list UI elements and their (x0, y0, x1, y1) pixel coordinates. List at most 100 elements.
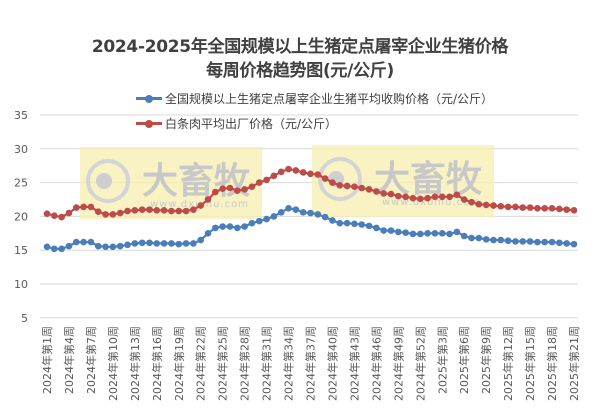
x-tick-label: 2024年第16周 (150, 326, 164, 401)
data-point (219, 223, 226, 230)
data-point (365, 222, 373, 230)
data-point (526, 204, 534, 211)
data-point (160, 240, 168, 247)
x-tick-label: 2024年第22周 (194, 326, 208, 401)
data-point (431, 193, 439, 201)
data-point (490, 202, 497, 209)
data-point (219, 185, 226, 192)
data-point (314, 211, 322, 218)
data-point (109, 211, 117, 218)
data-point (438, 193, 446, 201)
data-point (504, 237, 512, 245)
legend-marker-blue-icon (136, 94, 162, 103)
data-point (519, 238, 527, 245)
data-point (351, 220, 358, 228)
data-point (468, 198, 475, 206)
series-lines (43, 165, 578, 253)
data-point (563, 240, 570, 247)
data-point (336, 219, 344, 227)
data-point (204, 196, 212, 203)
y-tick-label: 15 (14, 244, 28, 257)
x-tick-label: 2025年第18周 (545, 326, 559, 401)
data-point (380, 227, 387, 234)
legend-item-carcass-price: 白条肉平均出厂价格（元/公斤） (136, 115, 337, 132)
data-point (497, 202, 505, 210)
x-tick-label: 2024年第25周 (216, 326, 230, 401)
data-point (534, 204, 541, 212)
data-point (299, 169, 307, 176)
data-point (58, 213, 65, 221)
data-point (270, 213, 278, 220)
data-point (460, 196, 468, 203)
data-point (307, 170, 314, 178)
data-point (336, 182, 344, 189)
data-point (373, 224, 380, 232)
data-point (138, 206, 146, 213)
data-point (482, 236, 490, 243)
data-point (570, 240, 578, 248)
data-point (424, 230, 431, 237)
data-point (299, 209, 307, 216)
data-point (292, 206, 300, 213)
data-point (321, 175, 329, 182)
data-point (409, 194, 417, 202)
data-point (102, 211, 109, 218)
data-point (226, 223, 234, 230)
legend-label: 全国规模以上生猪定点屠宰企业生猪平均收购价格（元/公斤） (165, 92, 494, 106)
data-point (146, 239, 153, 247)
data-point (116, 209, 124, 217)
data-point (534, 238, 541, 246)
data-point (570, 207, 578, 214)
data-point (138, 239, 146, 247)
x-tick-label: 2024年第37周 (304, 326, 318, 401)
x-tick-label: 2024年第31周 (260, 326, 274, 401)
data-point (43, 243, 51, 251)
data-point (168, 207, 175, 215)
data-point (416, 230, 424, 238)
data-point (248, 219, 256, 227)
data-point (80, 238, 87, 246)
data-point (131, 207, 139, 214)
x-tick-label: 2025年第6周 (457, 326, 471, 394)
data-point (556, 205, 563, 213)
data-point (402, 229, 409, 236)
data-point (497, 236, 505, 244)
data-point (116, 242, 124, 250)
x-tick-label: 2025年第3周 (435, 326, 449, 394)
data-point (438, 230, 446, 237)
data-point (190, 240, 197, 247)
chart-title-line2: 每周价格趋势图(元/公斤) (206, 61, 394, 81)
data-point (329, 179, 336, 186)
data-point (94, 208, 102, 215)
data-point (43, 210, 51, 217)
data-point (424, 194, 431, 202)
data-point (548, 238, 556, 246)
data-point (512, 203, 519, 211)
data-point (248, 183, 256, 190)
data-point (285, 165, 292, 173)
data-point (277, 209, 285, 216)
data-point (475, 200, 483, 208)
data-point (373, 188, 380, 195)
x-tick-label: 2024年第46周 (369, 326, 383, 401)
x-tick-label: 2025年第21周 (567, 326, 581, 401)
data-point (285, 204, 292, 212)
y-tick-label: 5 (21, 312, 28, 325)
data-point (72, 204, 80, 211)
data-point (563, 206, 570, 213)
x-tick-label: 2024年第7周 (84, 326, 98, 394)
y-tick-label: 35 (14, 109, 28, 122)
data-point (453, 228, 461, 236)
data-point (292, 167, 300, 174)
legend-marker-red-icon (136, 119, 162, 128)
data-point (58, 245, 65, 253)
data-point (314, 171, 322, 178)
data-point (556, 239, 563, 247)
data-point (234, 187, 241, 195)
data-point (395, 192, 402, 200)
x-tick-label: 2025年第15周 (523, 326, 537, 401)
y-tick-label: 30 (14, 143, 28, 156)
